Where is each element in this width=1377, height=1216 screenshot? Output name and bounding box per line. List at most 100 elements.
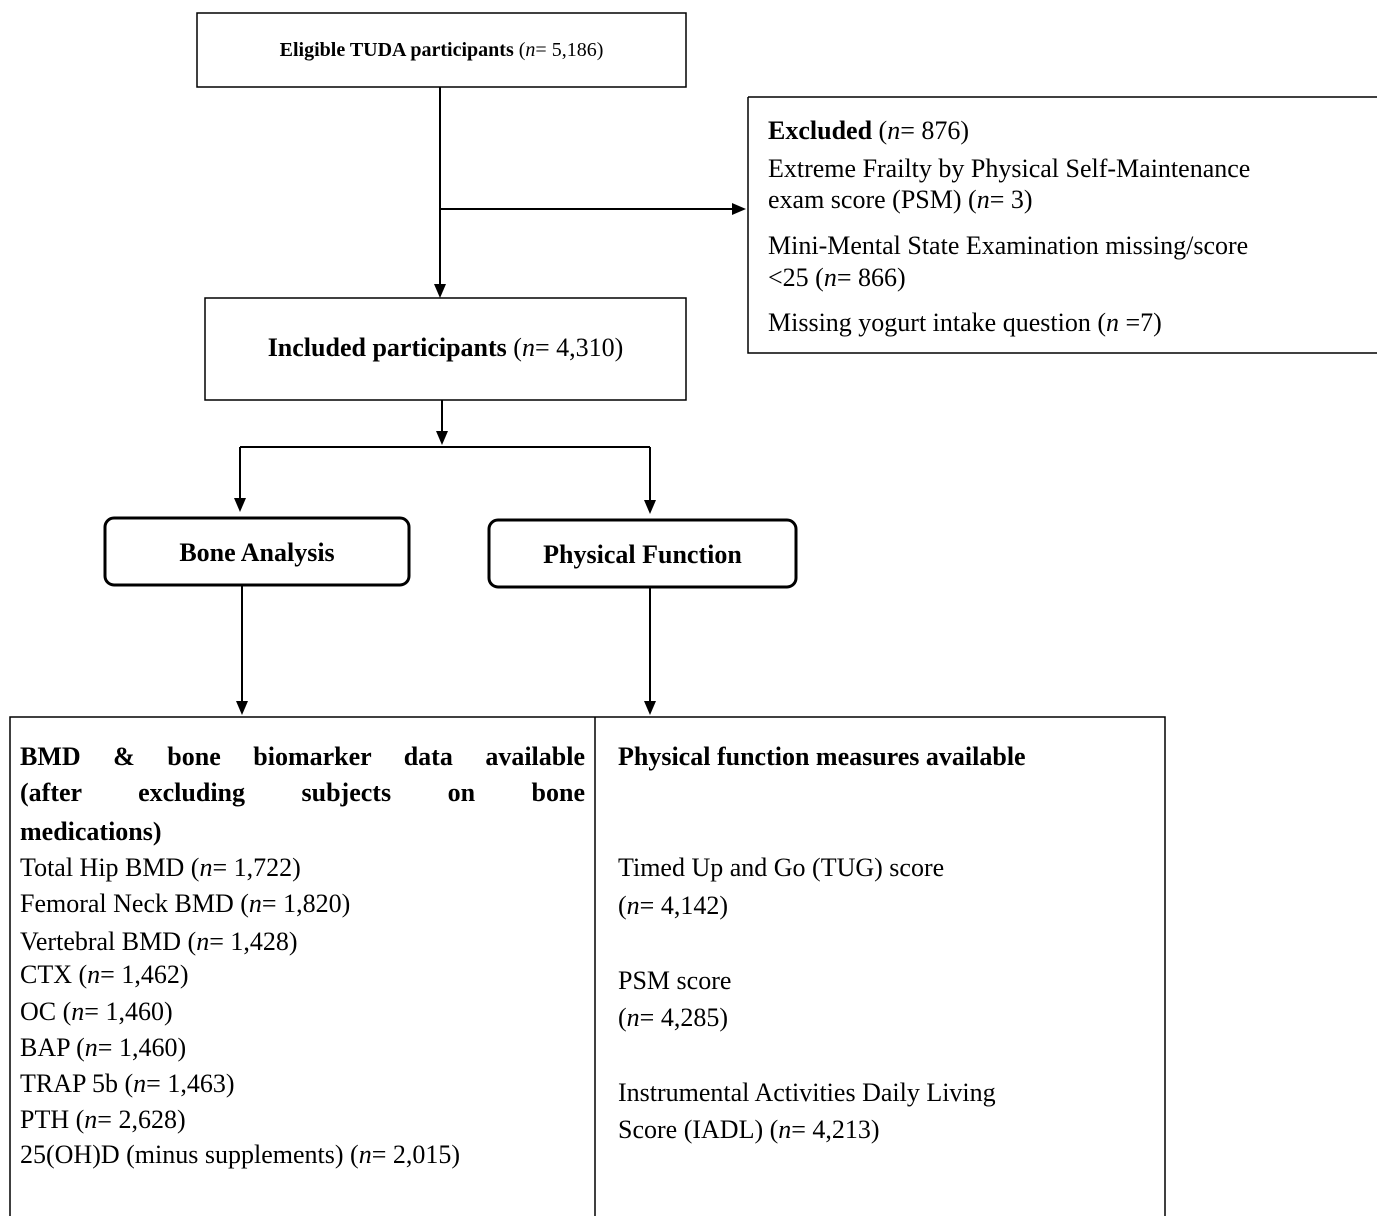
text-line: (n= 4,285): [618, 1005, 1158, 1031]
text: = 5,186): [535, 39, 604, 61]
text-line: Missing yogurt intake question (n =7): [768, 310, 1368, 336]
text: = 4,310): [534, 333, 624, 362]
eligible-box: [196, 12, 687, 88]
italic-n: n: [626, 1003, 640, 1032]
text-line: Physical function measures available: [618, 744, 1158, 770]
italic-n: n: [358, 1140, 372, 1169]
text: = 4,285): [639, 1003, 728, 1032]
text: (: [506, 333, 522, 362]
text: OC (: [20, 997, 72, 1026]
text: = 4,213): [791, 1115, 880, 1144]
text-line: Included participants (n= 4,310): [205, 335, 686, 361]
physical-function-box: [487, 518, 798, 589]
text-line: (n= 4,142): [618, 893, 1158, 919]
text-line: PSM score: [618, 968, 1158, 994]
text: Timed Up and Go (TUG) score: [618, 853, 945, 882]
text: =7): [1118, 308, 1162, 337]
italic-n: n: [887, 116, 901, 145]
text: = 1,428): [209, 927, 298, 956]
text-line: Extreme Frailty by Physical Self-Mainten…: [768, 156, 1368, 182]
italic-n: n: [84, 1033, 98, 1062]
text: = 1,463): [146, 1069, 235, 1098]
text: = 3): [989, 185, 1033, 214]
text: = 1,460): [84, 997, 173, 1026]
text: 25(OH)D (minus supplements) (: [20, 1140, 359, 1169]
text: Missing yogurt intake question (: [768, 308, 1106, 337]
italic-n: n: [626, 891, 640, 920]
italic-n: n: [1105, 308, 1119, 337]
text: Total Hip BMD (: [20, 853, 200, 882]
text-line: Instrumental Activities Daily Living: [618, 1080, 1158, 1106]
bold-text: Excluded: [768, 116, 873, 145]
italic-n: n: [823, 263, 837, 292]
text-line: Vertebral BMD (n= 1,428): [20, 929, 590, 955]
bold-text: Physical Function: [543, 540, 742, 569]
text: = 876): [900, 116, 970, 145]
text-line: Physical Function: [489, 542, 796, 568]
arrowheads: [234, 203, 746, 715]
text-line: (after excluding subjects on bone: [20, 780, 585, 806]
italic-n: n: [196, 927, 210, 956]
text: CTX (: [20, 960, 88, 989]
text-line: 25(OH)D (minus supplements) (n= 2,015): [20, 1142, 590, 1168]
text: TRAP 5b (: [20, 1069, 134, 1098]
text: Femoral Neck BMD (: [20, 889, 249, 918]
text-line: PTH (n= 2,628): [20, 1107, 590, 1133]
bold-text: Physical function measures available: [618, 742, 1026, 771]
italic-n: n: [521, 333, 535, 362]
bold-text: Included participants: [267, 333, 507, 362]
text: (: [618, 891, 627, 920]
text-line: Timed Up and Go (TUG) score: [618, 855, 1158, 881]
bold-text: (after excluding subjects on bone: [20, 778, 585, 807]
text-line: Eligible TUDA participants (n= 5,186): [197, 40, 686, 60]
included-box: [204, 297, 687, 401]
text: PSM score: [618, 966, 732, 995]
text: (: [618, 1003, 627, 1032]
text-line: Bone Analysis: [105, 540, 409, 566]
italic-n: n: [84, 1105, 98, 1134]
italic-n: n: [71, 997, 85, 1026]
text: = 4,142): [639, 891, 728, 920]
text: <25 (: [768, 263, 824, 292]
text: = 1,462): [100, 960, 189, 989]
text: = 1,820): [261, 889, 351, 918]
text: PTH (: [20, 1105, 85, 1134]
text: Vertebral BMD (: [20, 927, 197, 956]
text-line: BAP (n= 1,460): [20, 1035, 590, 1061]
text: BAP (: [20, 1033, 85, 1062]
text-line: Total Hip BMD (n= 1,722): [20, 855, 590, 881]
text-line: CTX (n= 1,462): [20, 962, 590, 988]
text: = 1,722): [212, 853, 301, 882]
bold-text: Eligible TUDA participants: [279, 39, 514, 61]
results-box: [9, 716, 1166, 1216]
text-line: TRAP 5b (n= 1,463): [20, 1071, 590, 1097]
text: (: [872, 116, 888, 145]
text: = 866): [836, 263, 906, 292]
italic-n: n: [199, 853, 213, 882]
italic-n: n: [525, 39, 536, 61]
bold-text: BMD & bone biomarker data available: [20, 742, 585, 771]
text-line: OC (n= 1,460): [20, 999, 590, 1025]
bold-text: Bone Analysis: [179, 538, 335, 567]
text: = 1,460): [97, 1033, 187, 1062]
text: (: [513, 39, 526, 61]
italic-n: n: [133, 1069, 147, 1098]
excluded-box: [747, 96, 1377, 354]
text: = 2,628): [97, 1105, 186, 1134]
text-line: BMD & bone biomarker data available: [20, 744, 585, 770]
lines: [239, 87, 733, 703]
text-line: Mini-Mental State Examination missing/sc…: [768, 233, 1368, 259]
text: exam score (PSM) (: [768, 185, 977, 214]
italic-n: n: [248, 889, 262, 918]
italic-n: n: [87, 960, 101, 989]
italic-n: n: [976, 185, 990, 214]
text-line: Femoral Neck BMD (n= 1,820): [20, 891, 590, 917]
text-line: exam score (PSM) (n= 3): [768, 187, 1368, 213]
bold-text: medications): [20, 817, 162, 846]
text: = 2,015): [371, 1140, 461, 1169]
text: Instrumental Activities Daily Living: [618, 1078, 996, 1107]
text-line: medications): [20, 819, 585, 845]
text: Extreme Frailty by Physical Self-Mainten…: [768, 154, 1251, 183]
